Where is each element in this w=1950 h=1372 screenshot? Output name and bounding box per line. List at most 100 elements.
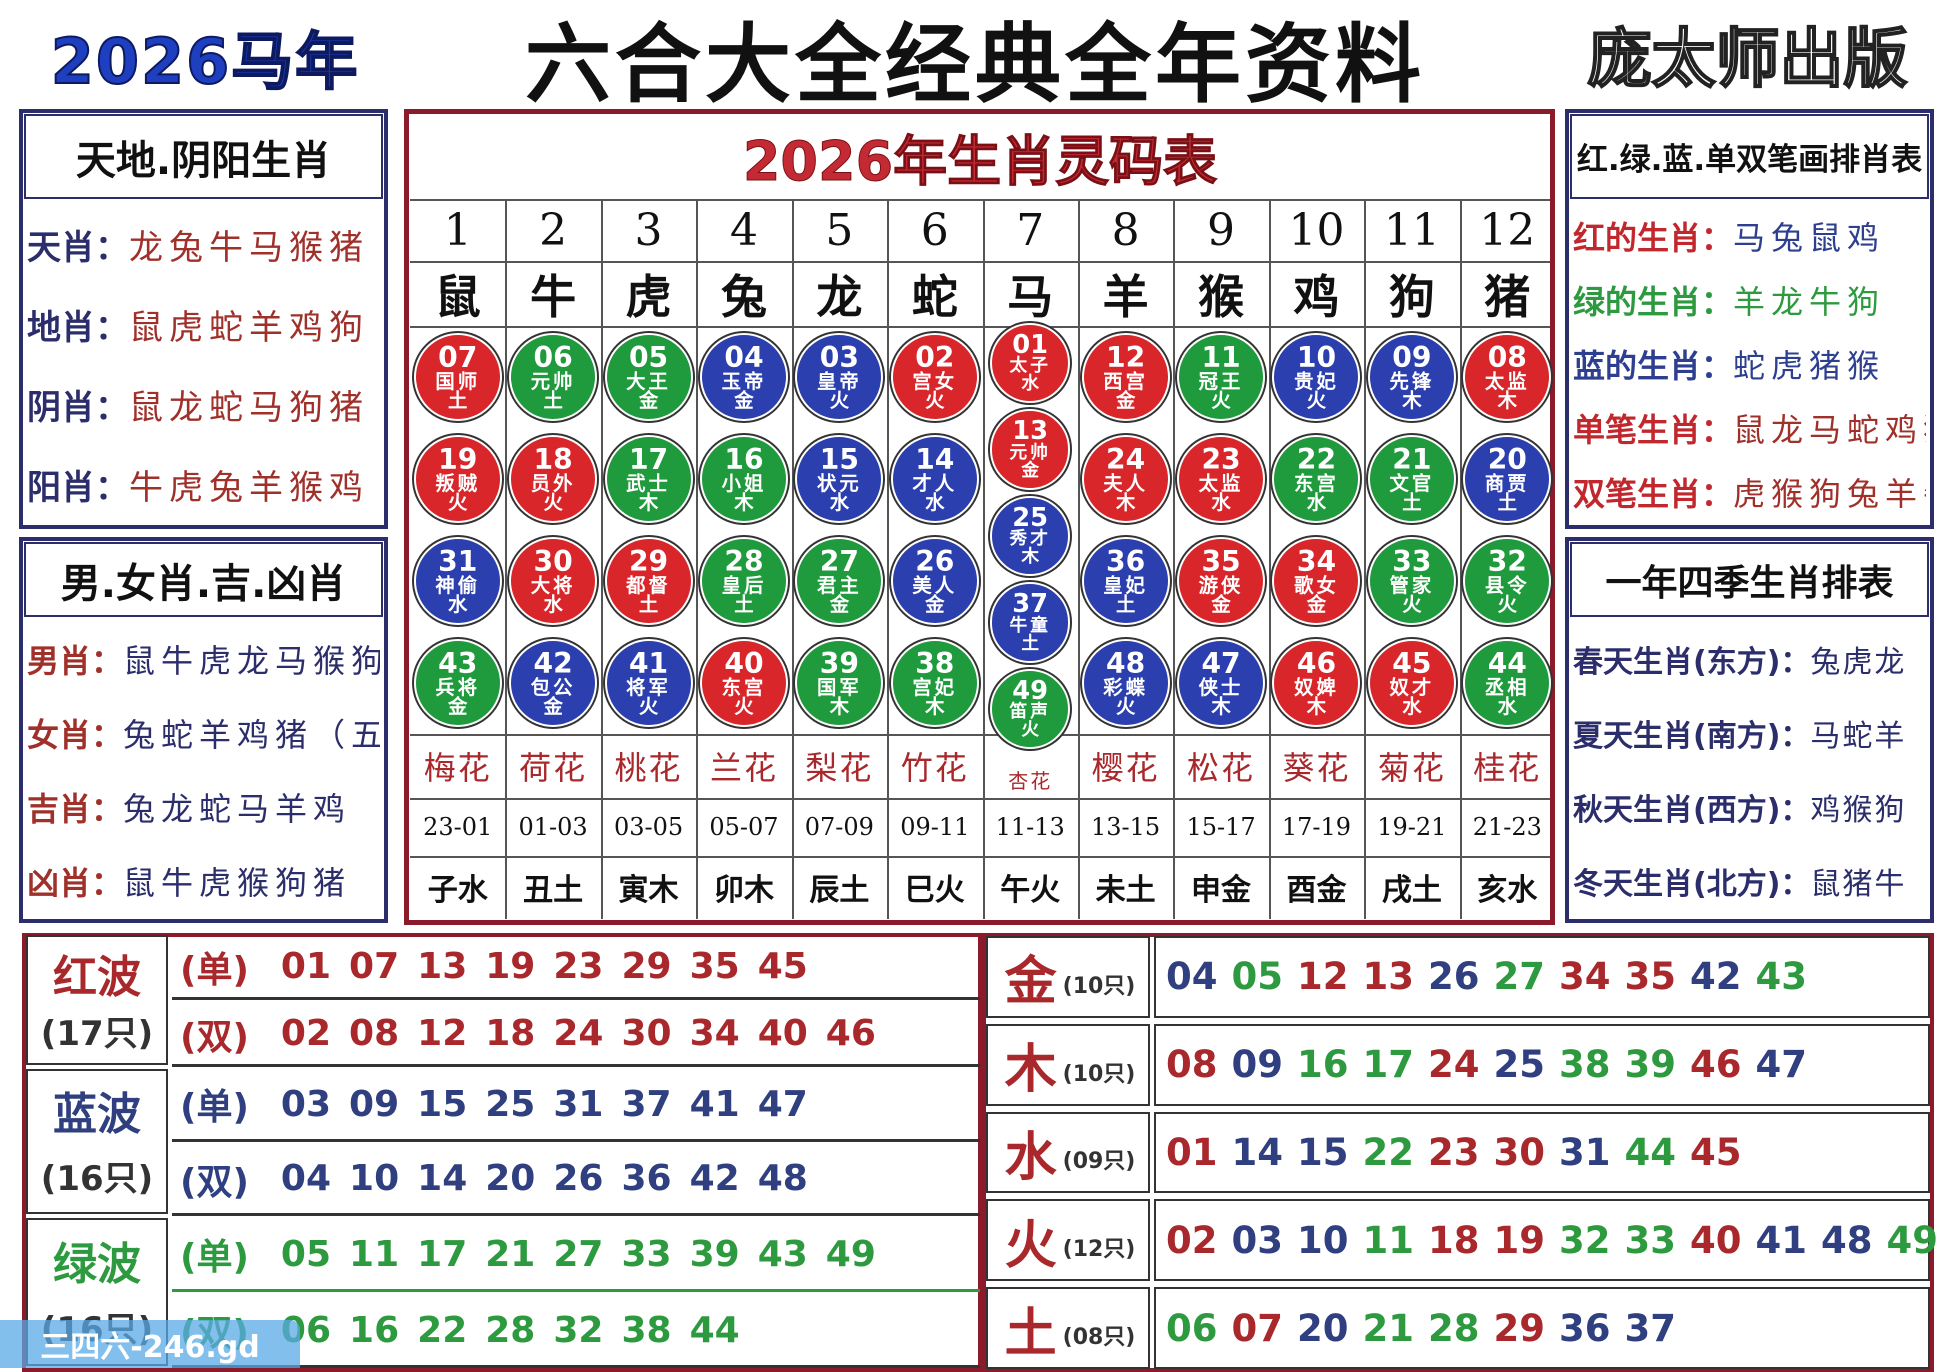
ball-number: 29 xyxy=(628,544,669,578)
ball-name: 武士 xyxy=(626,471,671,495)
panel-row: 地肖： 鼠虎蛇羊鸡狗 xyxy=(27,284,380,364)
element-count: (09只) xyxy=(1062,1149,1136,1175)
element-number: 41 xyxy=(1755,1218,1808,1262)
col-line xyxy=(982,199,985,919)
row-label: 红的生肖： xyxy=(1573,219,1734,257)
element-number: 48 xyxy=(1821,1218,1873,1262)
zodiac-ball: 06 元帅土 xyxy=(509,333,598,421)
ball-element: 火 xyxy=(448,491,468,515)
ball-element: 水 xyxy=(925,491,945,515)
ball-number: 14 xyxy=(915,442,955,476)
ball-name: 皇后 xyxy=(721,573,767,597)
row-value: 马蛇羊 xyxy=(1810,719,1907,754)
col-flower: 梅花 xyxy=(423,749,492,787)
zodiac-ball: 21 文官土 xyxy=(1367,435,1456,523)
col-flower: 杏花 xyxy=(1008,769,1053,793)
row-line xyxy=(410,798,1550,800)
element-label: 木 (10只) xyxy=(990,1024,1150,1106)
ball-element: 木 xyxy=(638,491,659,515)
wave-number: 42 xyxy=(689,1158,740,1200)
row-label: 阳肖： xyxy=(27,467,129,508)
wave-number: 35 xyxy=(689,946,740,987)
col-number: 11 xyxy=(1383,204,1440,256)
row-label: 女肖： xyxy=(27,716,124,754)
ball-element: 金 xyxy=(734,389,754,413)
ball-number: 28 xyxy=(724,544,764,578)
row-line xyxy=(410,326,1550,328)
wave-number: 17 xyxy=(417,1233,468,1275)
element-number: 21 xyxy=(1362,1306,1415,1350)
panel xyxy=(1565,109,1934,529)
ball-element: 火 xyxy=(925,389,945,413)
wave-number: 32 xyxy=(553,1309,604,1351)
col-flower: 樱花 xyxy=(1091,749,1160,787)
element-name: 木 xyxy=(1004,1040,1057,1101)
wave-row-line xyxy=(172,1213,980,1216)
col-number: 8 xyxy=(1111,204,1140,256)
ball-name: 皇帝 xyxy=(817,369,862,393)
element-label: 水 (09只) xyxy=(990,1112,1150,1194)
wave-row: (单) 03 09 15 25 31 37 41 47 xyxy=(180,1067,980,1142)
col-time: 05-07 xyxy=(709,813,779,841)
row-label: 天肖： xyxy=(27,227,129,268)
ball-number: 31 xyxy=(438,544,478,578)
ball-name: 东宫 xyxy=(721,675,767,699)
ball-number: 08 xyxy=(1487,340,1527,374)
col-number: 12 xyxy=(1479,204,1536,256)
ball-name: 文官 xyxy=(1389,471,1435,495)
panel-row: 女肖：兔蛇羊鸡猪（五宫 xyxy=(27,696,380,770)
col-time: 15-17 xyxy=(1186,813,1256,841)
wave-row: (单) 01 07 13 19 23 29 35 45 xyxy=(180,933,980,1000)
zodiac-ball: 12 西宫金 xyxy=(1081,333,1170,421)
wave-number: 28 xyxy=(485,1309,536,1351)
col-time: 23-01 xyxy=(423,813,493,841)
ball-name: 歌女 xyxy=(1294,573,1339,597)
zodiac-ball: 16 小姐木 xyxy=(699,435,788,523)
element-number: 01 xyxy=(1166,1130,1218,1174)
element-label: 土 (08只) xyxy=(990,1287,1150,1369)
col-flower: 竹花 xyxy=(900,749,969,787)
row-value: 鼠牛虎猴狗猪 xyxy=(123,864,352,902)
zodiac-ball: 40 东宫火 xyxy=(699,639,788,727)
ball-name: 奴才 xyxy=(1389,675,1435,699)
row-line xyxy=(410,734,1550,736)
center-panel xyxy=(404,109,1555,925)
ball-name: 笛声 xyxy=(1009,702,1051,723)
col-line xyxy=(1077,199,1080,919)
element-number: 07 xyxy=(1231,1306,1284,1350)
panel-row: 阴肖： 鼠龙蛇马狗猪 xyxy=(27,364,380,444)
wave-count: (16只) xyxy=(40,1158,154,1199)
ball-element: 金 xyxy=(448,695,468,719)
ball-element: 木 xyxy=(925,695,945,719)
element-number: 04 xyxy=(1166,955,1218,999)
row-line xyxy=(410,856,1550,858)
wave-number: 36 xyxy=(621,1158,672,1200)
ball-name: 国师 xyxy=(435,369,481,393)
col-branch: 卯木 xyxy=(713,873,774,908)
zodiac-ball: 23 太监水 xyxy=(1177,435,1266,523)
element-number: 06 xyxy=(1166,1306,1218,1350)
panel-row: 冬天生肖(北方)： 鼠猪牛 xyxy=(1573,844,1926,918)
ball-number: 22 xyxy=(1296,442,1337,476)
ball-element: 火 xyxy=(638,695,659,719)
element-count: (08只) xyxy=(1062,1325,1136,1351)
row-value: 羊龙牛狗 xyxy=(1733,283,1886,321)
wave-row-line xyxy=(172,1064,980,1067)
zodiac-ball: 29 都督土 xyxy=(604,537,693,625)
panel-title-box xyxy=(1570,542,1929,617)
wave-number: 41 xyxy=(689,1083,740,1125)
element-number: 35 xyxy=(1624,955,1677,999)
panel-row: 男肖： 鼠牛虎龙马猴狗 xyxy=(27,622,380,696)
ball-name: 神偷 xyxy=(435,573,481,597)
ball-name: 先锋 xyxy=(1389,369,1435,393)
col-time: 01-03 xyxy=(518,813,588,841)
wave-number: 47 xyxy=(757,1083,808,1125)
element-number: 10 xyxy=(1297,1218,1349,1262)
element-name: 土 xyxy=(1004,1303,1057,1364)
panel xyxy=(19,109,388,529)
ball-name: 小姐 xyxy=(721,471,767,495)
col-line xyxy=(1268,199,1271,919)
ball-element: 火 xyxy=(829,389,850,413)
row-value: 兔龙蛇马羊鸡 xyxy=(123,790,352,828)
zodiac-ball: 17 武士木 xyxy=(604,435,693,523)
